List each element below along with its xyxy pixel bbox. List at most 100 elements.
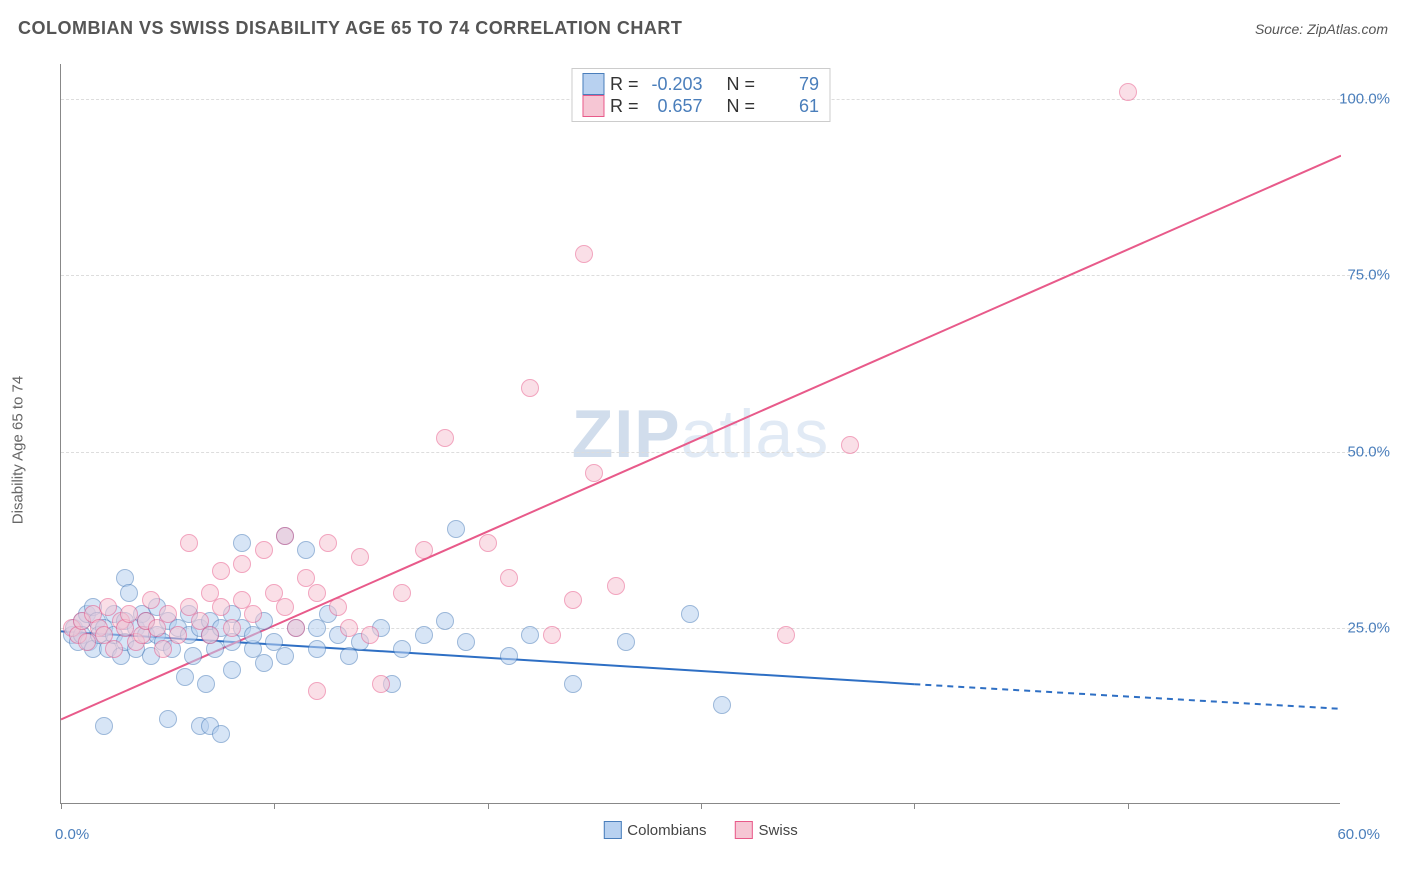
series-legend: Colombians Swiss [603, 821, 797, 839]
data-point [436, 612, 454, 630]
data-point [564, 675, 582, 693]
data-point [180, 534, 198, 552]
data-point [95, 717, 113, 735]
x-tick [274, 803, 275, 809]
data-point [244, 605, 262, 623]
data-point [276, 527, 294, 545]
data-point [201, 626, 219, 644]
stats-legend-box: R = -0.203 N = 79 R = 0.657 N = 61 [571, 68, 830, 122]
y-tick-label: 75.0% [1347, 267, 1390, 284]
data-point [585, 464, 603, 482]
data-point [415, 626, 433, 644]
stats-n-value-2: 61 [761, 96, 819, 117]
data-point [841, 436, 859, 454]
data-point [713, 696, 731, 714]
legend-label-1: Colombians [627, 822, 706, 839]
data-point [233, 555, 251, 573]
data-point [276, 598, 294, 616]
chart-title: COLOMBIAN VS SWISS DISABILITY AGE 65 TO … [18, 18, 682, 39]
data-point [319, 534, 337, 552]
y-axis-label: Disability Age 65 to 74 [10, 376, 27, 524]
data-point [777, 626, 795, 644]
x-tick [914, 803, 915, 809]
data-point [197, 675, 215, 693]
data-point [479, 534, 497, 552]
stats-r-value-2: 0.657 [645, 96, 703, 117]
data-point [543, 626, 561, 644]
data-point [169, 626, 187, 644]
legend-swatch-1 [582, 73, 604, 95]
data-point [255, 541, 273, 559]
x-axis-max-label: 60.0% [1337, 826, 1380, 843]
data-point [521, 379, 539, 397]
data-point [500, 647, 518, 665]
data-point [78, 633, 96, 651]
source-label: Source: ZipAtlas.com [1255, 21, 1388, 37]
data-point [351, 548, 369, 566]
stats-r-value-1: -0.203 [645, 74, 703, 95]
data-point [184, 647, 202, 665]
scatter-plot: ZIPatlas 25.0%50.0%75.0%100.0% R = -0.20… [60, 64, 1340, 804]
y-tick-label: 25.0% [1347, 619, 1390, 636]
data-point [415, 541, 433, 559]
x-tick [61, 803, 62, 809]
x-axis-min-label: 0.0% [55, 826, 89, 843]
data-point [308, 682, 326, 700]
data-point [436, 429, 454, 447]
stats-n-value-1: 79 [761, 74, 819, 95]
data-point [607, 577, 625, 595]
data-point [212, 598, 230, 616]
watermark: ZIPatlas [572, 395, 829, 473]
x-tick [701, 803, 702, 809]
data-point [1119, 83, 1137, 101]
stats-r-label-1: R = [610, 74, 639, 95]
legend-item-2: Swiss [735, 821, 798, 839]
data-point [297, 541, 315, 559]
data-point [120, 605, 138, 623]
data-point [142, 591, 160, 609]
legend-item-1: Colombians [603, 821, 706, 839]
legend-swatch-colombians [603, 821, 621, 839]
x-tick [1128, 803, 1129, 809]
data-point [575, 245, 593, 263]
legend-swatch-2 [582, 95, 604, 117]
chart-container: Disability Age 65 to 74 ZIPatlas 25.0%50… [46, 50, 1386, 850]
x-tick [488, 803, 489, 809]
data-point [521, 626, 539, 644]
data-point [223, 661, 241, 679]
data-point [372, 675, 390, 693]
trend-lines [61, 64, 1341, 804]
grid-line [61, 275, 1380, 276]
data-point [159, 710, 177, 728]
data-point [361, 626, 379, 644]
data-point [681, 605, 699, 623]
y-tick-label: 50.0% [1347, 443, 1390, 460]
legend-swatch-swiss [735, 821, 753, 839]
grid-line [61, 452, 1380, 453]
stats-n-label-1: N = [727, 74, 756, 95]
data-point [393, 640, 411, 658]
data-point [308, 584, 326, 602]
data-point [500, 569, 518, 587]
data-point [154, 640, 172, 658]
data-point [233, 534, 251, 552]
data-point [447, 520, 465, 538]
legend-label-2: Swiss [759, 822, 798, 839]
stats-r-label-2: R = [610, 96, 639, 117]
data-point [212, 725, 230, 743]
data-point [564, 591, 582, 609]
y-tick-label: 100.0% [1339, 91, 1390, 108]
data-point [276, 647, 294, 665]
data-point [287, 619, 305, 637]
data-point [120, 584, 138, 602]
data-point [617, 633, 635, 651]
data-point [340, 619, 358, 637]
data-point [212, 562, 230, 580]
data-point [159, 605, 177, 623]
stats-n-label-2: N = [727, 96, 756, 117]
data-point [105, 640, 123, 658]
data-point [223, 619, 241, 637]
data-point [457, 633, 475, 651]
data-point [255, 654, 273, 672]
data-point [329, 598, 347, 616]
